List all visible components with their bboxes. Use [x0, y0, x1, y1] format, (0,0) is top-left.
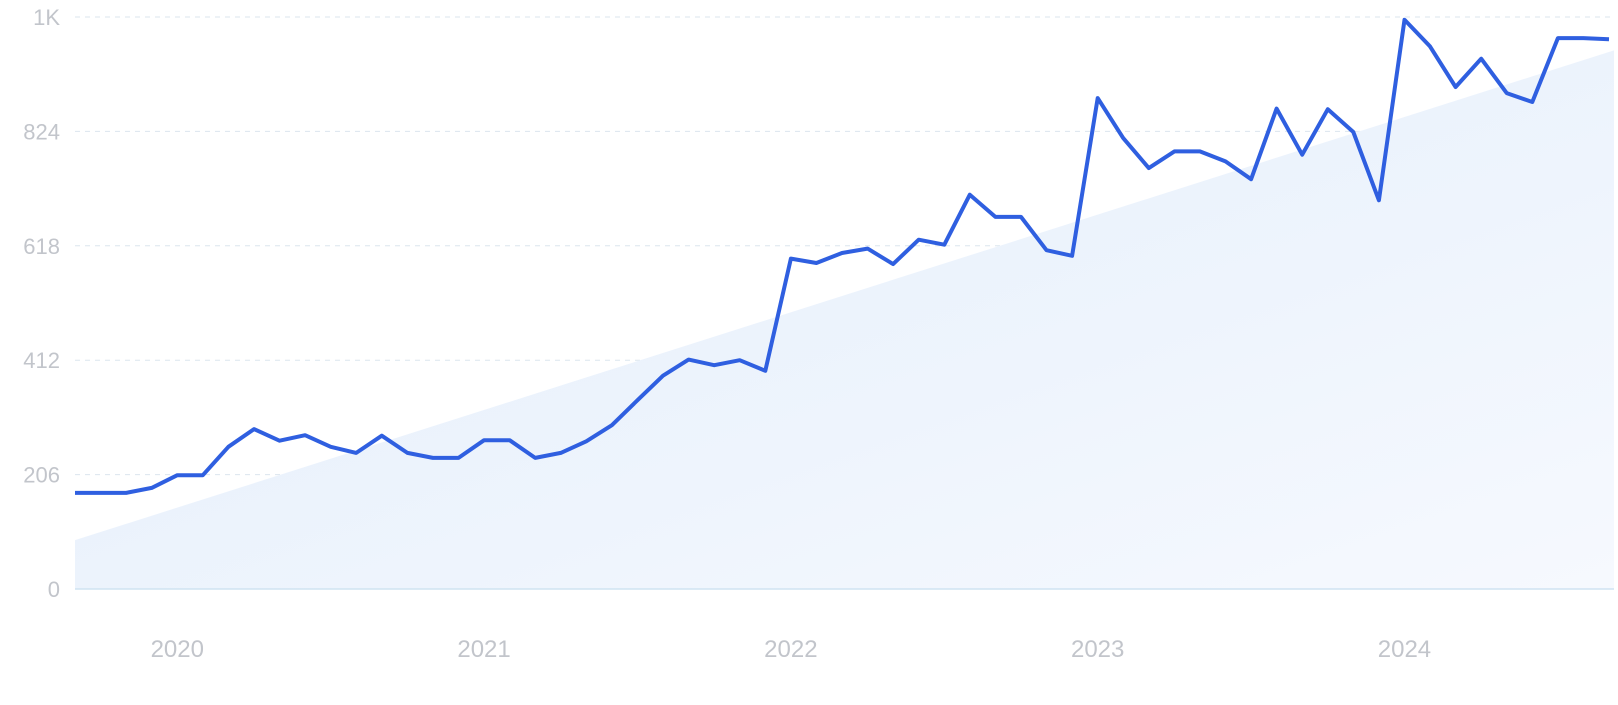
y-tick-label: 824 [23, 119, 60, 144]
data-point [865, 246, 871, 252]
data-point [1095, 95, 1101, 101]
data-point [609, 422, 615, 428]
data-point [1606, 36, 1612, 42]
data-point [558, 450, 564, 456]
data-point [302, 432, 308, 438]
data-point [149, 485, 155, 491]
data-point [251, 426, 257, 432]
data-point [1299, 152, 1305, 158]
data-point [1146, 165, 1152, 171]
data-point [430, 455, 436, 461]
data-point [1478, 56, 1484, 62]
data-point [1018, 214, 1024, 220]
y-tick-label: 0 [48, 577, 60, 602]
data-point [1069, 253, 1075, 259]
data-point [98, 490, 104, 496]
data-point [1453, 84, 1459, 90]
data-point [1376, 197, 1382, 203]
data-point [1171, 148, 1177, 154]
data-point [1427, 43, 1433, 49]
data-point [967, 192, 973, 198]
data-point [634, 397, 640, 403]
series-line [75, 17, 1610, 495]
x-tick-label: 2020 [151, 636, 204, 663]
data-point [225, 444, 231, 450]
data-point [992, 214, 998, 220]
data-point [1044, 247, 1050, 253]
data-point [1248, 176, 1254, 182]
data-point [507, 437, 513, 443]
data-point [1350, 129, 1356, 135]
data-point [890, 261, 896, 267]
x-tick-label: 2022 [764, 636, 817, 663]
data-point [813, 260, 819, 266]
data-point [1325, 106, 1331, 112]
data-point [711, 362, 717, 368]
data-point [788, 256, 794, 262]
y-tick-label: 206 [23, 463, 60, 488]
y-tick-label: 412 [23, 348, 60, 373]
y-tick-label: 1K [33, 5, 60, 30]
data-point [456, 455, 462, 461]
data-point [277, 438, 283, 444]
data-point [123, 490, 129, 496]
trend-area [75, 50, 1614, 590]
data-point [941, 242, 947, 248]
data-point [1197, 148, 1203, 154]
data-point [583, 438, 589, 444]
data-point [1580, 35, 1586, 41]
data-point [353, 450, 359, 456]
x-tick-label: 2021 [457, 636, 510, 663]
data-point [1401, 17, 1407, 23]
data-point [174, 472, 180, 478]
data-point [762, 368, 768, 374]
data-point [839, 250, 845, 256]
y-tick-label: 618 [23, 234, 60, 259]
data-point [1274, 106, 1280, 112]
data-point [72, 490, 78, 496]
x-tick-label: 2023 [1071, 636, 1124, 663]
data-point [200, 472, 206, 478]
x-tick-label: 2024 [1378, 636, 1431, 663]
data-point [481, 437, 487, 443]
data-point [328, 444, 334, 450]
data-point [379, 433, 385, 439]
data-point [1504, 90, 1510, 96]
data-point [686, 357, 692, 363]
data-point [660, 373, 666, 379]
data-point [916, 237, 922, 243]
data-point [1529, 99, 1535, 105]
data-point [1120, 135, 1126, 141]
data-point [532, 455, 538, 461]
data-point [1555, 35, 1561, 41]
data-point [737, 357, 743, 363]
data-point [404, 450, 410, 456]
data-point [1223, 158, 1229, 164]
